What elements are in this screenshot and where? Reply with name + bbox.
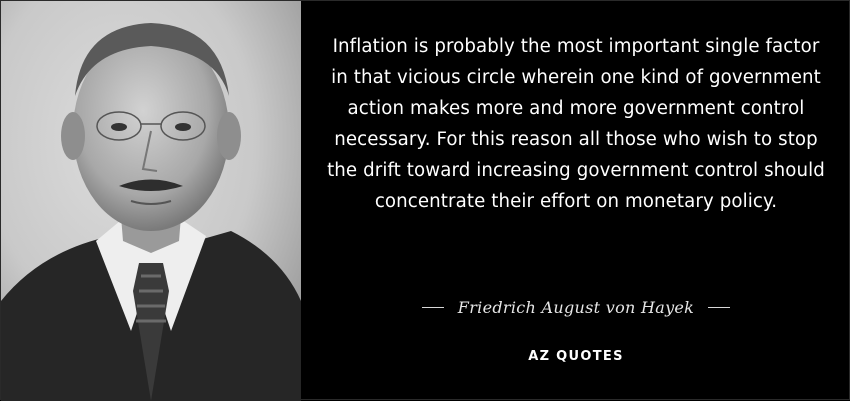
author-portrait <box>1 1 301 401</box>
author-name[interactable]: Friedrich August von Hayek <box>457 297 695 317</box>
attribution: Friedrich August von Hayek <box>301 295 850 319</box>
right-dash <box>708 306 731 308</box>
quote-panel: Inflation is probably the most important… <box>301 1 850 401</box>
brand-logo: AZ QUOTES <box>528 349 624 364</box>
left-dash <box>421 306 444 308</box>
quote-text: Inflation is probably the most important… <box>327 36 825 212</box>
